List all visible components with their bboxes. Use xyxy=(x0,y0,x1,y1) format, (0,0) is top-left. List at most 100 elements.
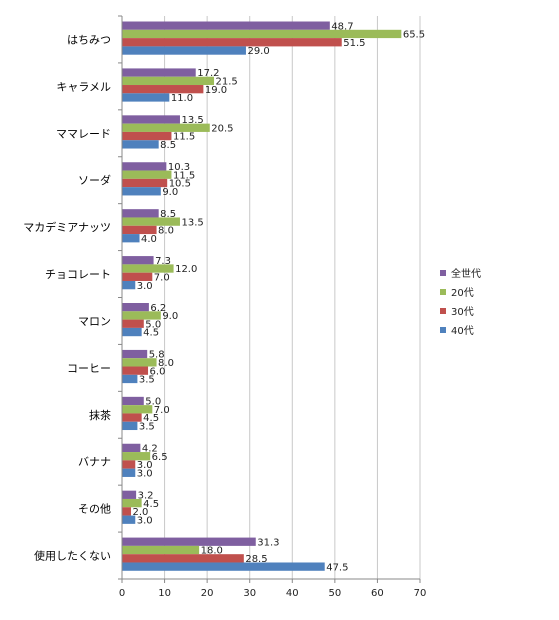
legend-label: 40代 xyxy=(451,325,474,337)
data-label: 11.5 xyxy=(173,132,195,143)
bar xyxy=(122,115,180,124)
bar xyxy=(122,225,157,235)
data-label: 21.5 xyxy=(216,77,238,88)
data-label: 20.5 xyxy=(211,123,233,134)
data-label: 7.0 xyxy=(154,272,170,283)
data-label: 9.0 xyxy=(162,187,178,198)
data-label: 13.5 xyxy=(181,115,203,126)
x-tick-label: 30 xyxy=(243,588,256,599)
bar xyxy=(122,554,244,563)
x-tick-label: 0 xyxy=(119,588,125,599)
data-label: 65.5 xyxy=(403,30,425,41)
bar xyxy=(122,264,174,273)
data-label: 4.5 xyxy=(143,499,159,510)
data-label: 51.5 xyxy=(343,38,365,49)
bar xyxy=(122,358,157,367)
bar xyxy=(122,515,136,524)
data-label: 47.5 xyxy=(326,562,348,573)
bar xyxy=(122,217,180,226)
bar xyxy=(122,256,154,265)
x-tick-label: 10 xyxy=(158,588,171,599)
bar xyxy=(122,452,151,461)
x-tick-label: 60 xyxy=(371,588,384,599)
bar xyxy=(122,140,159,149)
data-label: 11.5 xyxy=(173,170,195,181)
category-label: 抹茶 xyxy=(89,409,111,422)
data-label: 10.3 xyxy=(168,162,190,173)
data-label: 48.7 xyxy=(331,21,353,32)
data-label: 8.0 xyxy=(158,226,174,237)
data-label: 11.0 xyxy=(171,93,193,104)
bar xyxy=(122,468,136,477)
legend-label: 30代 xyxy=(451,306,474,318)
bar xyxy=(122,46,246,55)
x-tick-label: 50 xyxy=(328,588,341,599)
legend-swatch xyxy=(440,327,446,333)
data-label: 2.0 xyxy=(133,507,149,518)
legend-swatch xyxy=(440,289,446,295)
data-label: 6.0 xyxy=(150,366,166,377)
bar xyxy=(122,38,342,47)
data-label: 4.2 xyxy=(142,444,158,455)
data-label: 5.0 xyxy=(145,319,161,330)
bar xyxy=(122,21,330,30)
bar xyxy=(122,272,153,281)
bar xyxy=(122,545,200,555)
bar xyxy=(122,234,140,243)
legend-label: 20代 xyxy=(451,287,474,299)
bar xyxy=(122,303,149,312)
bar xyxy=(122,413,142,422)
data-label: 6.2 xyxy=(150,303,166,314)
data-label: 8.0 xyxy=(158,358,174,369)
bar xyxy=(122,374,138,384)
legend: 全世代 20代 30代 40代 xyxy=(440,267,481,337)
data-label: 3.2 xyxy=(138,490,154,501)
bar xyxy=(122,85,204,94)
bar xyxy=(122,405,153,414)
gridlines xyxy=(164,16,421,579)
bar xyxy=(122,162,167,171)
data-label: 31.3 xyxy=(257,537,279,548)
bar xyxy=(122,131,172,141)
data-label: 4.5 xyxy=(143,413,159,424)
bar xyxy=(122,562,325,571)
data-label: 29.0 xyxy=(247,46,269,57)
category-label: マカデミアナッツ xyxy=(23,220,111,234)
bar xyxy=(122,76,215,86)
category-label: コーヒー xyxy=(67,362,111,375)
bar xyxy=(122,490,137,499)
data-label: 3.0 xyxy=(137,281,153,292)
data-label: 10.5 xyxy=(169,179,191,190)
legend-label: 全世代 xyxy=(451,267,481,280)
legend-swatch xyxy=(440,308,446,314)
data-label: 3.0 xyxy=(137,460,153,471)
category-label: キャラメル xyxy=(56,80,111,93)
data-label: 8.5 xyxy=(160,209,176,220)
bar xyxy=(122,319,144,328)
category-label: その他 xyxy=(78,503,111,516)
data-label: 13.5 xyxy=(181,217,203,228)
bar xyxy=(122,507,132,516)
axes xyxy=(118,15,421,583)
bars xyxy=(122,21,402,571)
bar xyxy=(122,123,210,132)
bar xyxy=(122,311,161,320)
bar xyxy=(122,209,159,218)
data-label: 3.5 xyxy=(139,422,155,433)
data-label: 6.5 xyxy=(152,452,168,463)
data-label: 28.5 xyxy=(245,554,267,565)
bar xyxy=(122,93,170,102)
data-label: 3.0 xyxy=(137,468,153,479)
x-tick-label: 70 xyxy=(414,588,427,599)
bar xyxy=(122,349,148,359)
bar xyxy=(122,178,168,188)
category-label: 使用したくない xyxy=(34,550,111,563)
data-label: 17.2 xyxy=(197,68,219,79)
category-label: バナナ xyxy=(78,456,111,469)
bar xyxy=(122,396,144,406)
data-label: 12.0 xyxy=(175,264,197,275)
bar xyxy=(122,498,142,508)
data-label: 19.0 xyxy=(205,85,227,96)
bar xyxy=(122,29,402,39)
